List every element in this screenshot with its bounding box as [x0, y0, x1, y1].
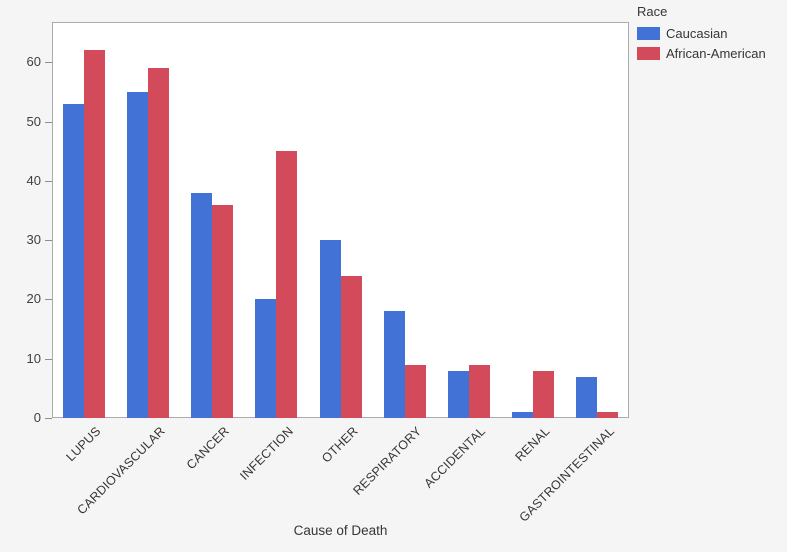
- bar-cancer-caucasian[interactable]: [191, 193, 212, 418]
- caucasian-swatch-icon[interactable]: [637, 27, 660, 40]
- x-tick-label: RENAL: [512, 424, 553, 465]
- y-tick-label: 60: [26, 54, 41, 70]
- legend: Race Caucasian African-American: [637, 4, 766, 66]
- y-tick-mark: [45, 62, 52, 64]
- y-tick-mark: [45, 121, 52, 123]
- x-tick-label: ACCIDENTAL: [421, 424, 489, 491]
- x-axis-title: Cause of Death: [293, 523, 388, 538]
- y-tick-label: 40: [26, 172, 41, 188]
- bar-lupus-african-american[interactable]: [84, 50, 105, 418]
- bar-cancer-african-american[interactable]: [212, 205, 233, 418]
- y-tick-mark: [45, 358, 52, 360]
- bar-renal-caucasian[interactable]: [512, 412, 533, 418]
- x-tick-label: OTHER: [318, 424, 361, 466]
- bar-infection-african-american[interactable]: [276, 151, 297, 418]
- bar-other-african-american[interactable]: [341, 276, 362, 418]
- y-tick-label: 20: [26, 291, 41, 307]
- legend-label: Caucasian: [666, 26, 728, 41]
- x-tick-label: CANCER: [184, 424, 233, 473]
- legend-label: African-American: [666, 46, 766, 61]
- y-tick-label: 10: [26, 350, 41, 366]
- y-tick-mark: [45, 299, 52, 301]
- y-tick-label: 50: [26, 113, 41, 129]
- bar-accidental-caucasian[interactable]: [448, 371, 469, 418]
- bar-respiratory-caucasian[interactable]: [384, 311, 405, 418]
- legend-item-african-american[interactable]: African-American: [637, 46, 766, 61]
- bar-accidental-african-american[interactable]: [469, 365, 490, 418]
- bar-gastrointestinal-african-american[interactable]: [597, 412, 618, 418]
- legend-title: Race: [637, 4, 668, 19]
- y-tick-label: 0: [33, 410, 41, 425]
- x-tick-label: INFECTION: [237, 424, 297, 483]
- african-american-swatch-icon[interactable]: [637, 47, 660, 60]
- bar-gastrointestinal-caucasian[interactable]: [576, 377, 597, 418]
- bar-renal-african-american[interactable]: [533, 371, 554, 418]
- bar-infection-caucasian[interactable]: [255, 299, 276, 418]
- x-tick-label: RESPIRATORY: [350, 424, 425, 498]
- x-tick-label: LUPUS: [63, 424, 104, 465]
- y-tick-mark: [45, 180, 52, 182]
- bar-other-caucasian[interactable]: [320, 240, 341, 418]
- bar-cardiovascular-african-american[interactable]: [148, 68, 169, 418]
- y-tick-mark: [45, 240, 52, 242]
- y-tick-label: 30: [26, 232, 41, 248]
- bar-respiratory-african-american[interactable]: [405, 365, 426, 418]
- bar-lupus-caucasian[interactable]: [63, 104, 84, 418]
- bar-cardiovascular-caucasian[interactable]: [127, 92, 148, 418]
- y-tick-mark: [45, 418, 52, 419]
- legend-item-caucasian[interactable]: Caucasian: [637, 26, 766, 41]
